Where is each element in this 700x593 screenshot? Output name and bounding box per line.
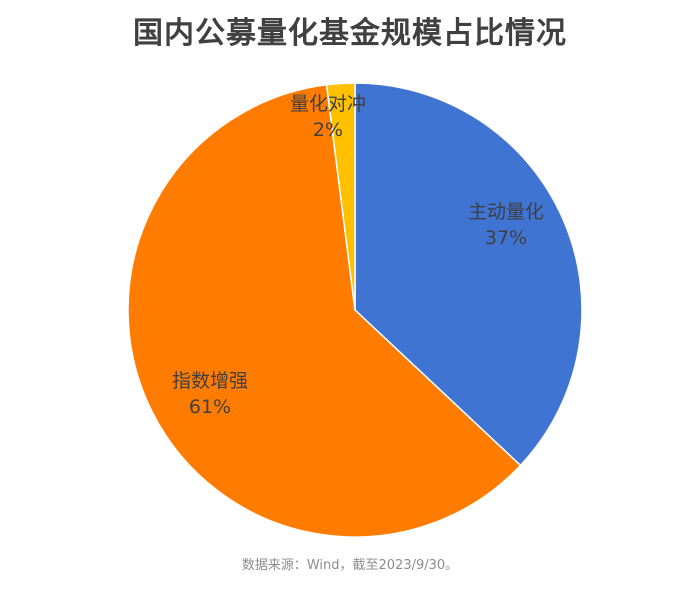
slice-name-label: 主动量化 — [468, 201, 544, 223]
chart-title: 国内公募量化基金规模占比情况 — [133, 16, 567, 51]
slice-value-label: 61% — [189, 396, 231, 418]
pie-slices — [127, 82, 583, 538]
slice-name-label: 量化对冲 — [290, 93, 366, 115]
pie-slice-3 — [325, 82, 356, 311]
pie-slice-1 — [354, 82, 583, 467]
slice-value-label: 2% — [313, 119, 343, 141]
pie-labels: 主动量化 37% 指数增强 61% 量化对冲 2% — [172, 93, 544, 418]
slice-name-label: 指数增强 — [172, 370, 248, 392]
pie-slice-2 — [127, 83, 522, 538]
slice-value-label: 37% — [485, 227, 527, 249]
data-source-note: 数据来源：Wind，截至2023/9/30。 — [241, 558, 459, 573]
